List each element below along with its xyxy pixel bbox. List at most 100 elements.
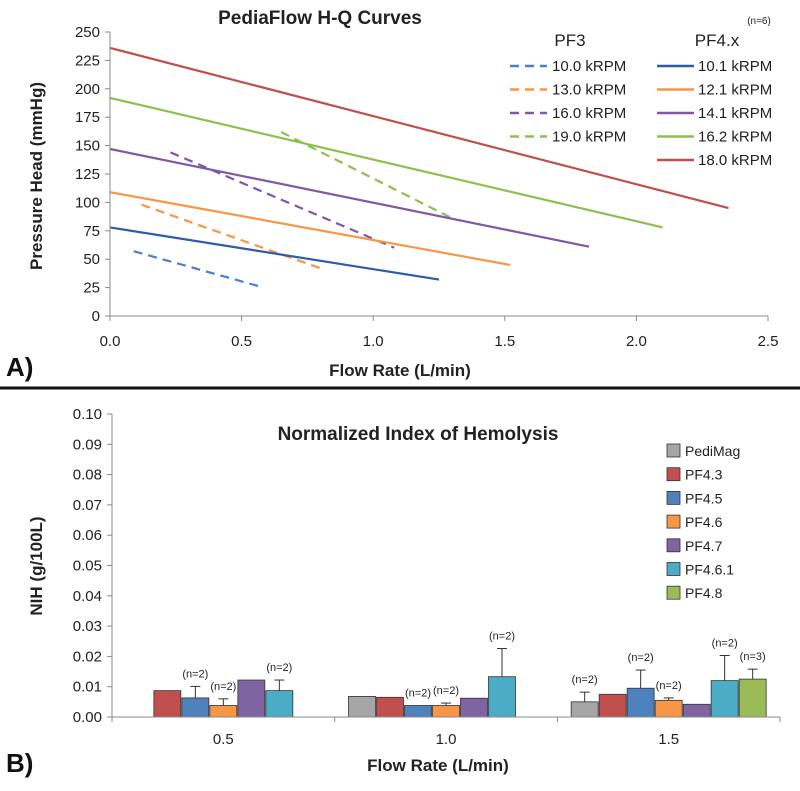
nih-n-label: (n=2) xyxy=(712,637,738,649)
nih-n-label: (n=2) xyxy=(182,668,208,680)
nih-legend-label: PF4.7 xyxy=(685,538,723,554)
nih-bar-pf4-6 xyxy=(432,705,460,718)
nih-bar-pedimag xyxy=(570,701,599,718)
nih-bars: (n=2)(n=2)(n=2)(n=2) (n=2)(n=2)(n=2)(n=2)… xyxy=(153,631,767,718)
nih-legend-label: PF4.6 xyxy=(685,514,723,530)
nih-legend-swatch xyxy=(666,490,681,505)
panel-b-label: B) xyxy=(6,748,33,778)
hq-line-pf3-130 xyxy=(141,203,321,270)
nih-y-axis-label: NIH (g/100L) xyxy=(27,516,46,615)
legend-label-pf4x: 18.0 kRPM xyxy=(698,152,772,169)
hq-legend: PF3 PF4.x (n=6) 10.0 kRPM 13.0 kRPM 16.0 k… xyxy=(510,16,772,169)
hq-line-pf3-100 xyxy=(133,250,261,288)
nih-bar-pf4-5 xyxy=(404,705,432,718)
nih-x-tick-label: 0.5 xyxy=(213,731,234,748)
nih-legend-label: PF4.3 xyxy=(685,467,723,483)
nih-bar-pf4-6 xyxy=(654,699,683,718)
nih-legend-swatch xyxy=(666,443,681,458)
nih-bar-pf4-6-1 xyxy=(265,690,294,718)
nih-legend-label: PF4.5 xyxy=(685,490,723,506)
hq-y-tick-label: 75 xyxy=(83,223,100,240)
hq-y-tick-label: 0 xyxy=(92,308,100,325)
hq-y-tick-label: 225 xyxy=(75,52,100,69)
nih-n-label: (n=2) xyxy=(266,662,292,674)
nih-x-axis-label: Flow Rate (L/min) xyxy=(367,756,509,775)
nih-n-label: (n=2) xyxy=(433,685,459,697)
nih-bar-pf4-3 xyxy=(598,693,627,718)
nih-y-tick-label: 0.04 xyxy=(73,588,102,605)
nih-y-axis-ticks: 0.00 0.01 0.02 0.03 0.04 0.05 0.06 0.07 0.08 0.09… xyxy=(73,406,112,726)
nih-y-tick-label: 0.07 xyxy=(73,497,102,514)
legend-header-sup: (n=6) xyxy=(747,16,771,27)
hq-x-tick-label: 2.0 xyxy=(626,333,647,350)
nih-bar-pf4-8 xyxy=(738,678,767,718)
nih-bar-pf4-7 xyxy=(237,679,266,718)
hq-line-pf4x-180 xyxy=(109,46,729,210)
hq-x-tick-label: 1.0 xyxy=(363,333,384,350)
legend-label-pf3: 13.0 kRPM xyxy=(552,82,626,99)
nih-legend-swatch xyxy=(666,514,681,529)
nih-legend-swatch xyxy=(666,585,681,600)
nih-n-label: (n=2) xyxy=(628,652,654,664)
nih-bar-pedimag xyxy=(348,695,376,718)
nih-y-tick-label: 0.06 xyxy=(73,527,102,544)
nih-bar-pf4-3 xyxy=(376,696,404,718)
hq-y-tick-label: 125 xyxy=(75,166,100,183)
nih-n-label: (n=2) xyxy=(405,687,431,699)
nih-n-label: (n=2) xyxy=(489,631,515,643)
hq-line-pf4x-101 xyxy=(109,226,440,281)
hq-line-pf3-190 xyxy=(280,131,453,220)
hq-line-pf4x-162 xyxy=(109,96,663,229)
hq-x-tick-label: 0.0 xyxy=(100,333,121,350)
nih-y-tick-label: 0.09 xyxy=(73,436,102,453)
legend-label-pf3: 19.0 kRPM xyxy=(552,129,626,146)
nih-legend-swatch xyxy=(666,538,681,553)
hq-curves-panel: PediaFlow H-Q Curves 0 25 50 75 100 125 150 175… xyxy=(6,8,778,382)
nih-legend-label: PediMag xyxy=(685,443,740,459)
legend-label-pf3: 16.0 kRPM xyxy=(552,105,626,122)
nih-bar-pf4-5 xyxy=(626,687,655,718)
hq-y-tick-label: 200 xyxy=(75,81,100,98)
nih-bar-pf4-7 xyxy=(460,697,488,718)
hq-x-axis-ticks: 0.0 0.5 1.0 1.5 2.0 2.5 xyxy=(100,316,779,350)
nih-y-tick-label: 0.00 xyxy=(73,709,102,726)
nih-y-tick-label: 0.02 xyxy=(73,648,102,665)
hq-y-axis-label: Pressure Head (mmHg) xyxy=(27,82,46,270)
legend-label-pf4x: 14.1 kRPM xyxy=(698,105,772,122)
hq-x-tick-label: 2.5 xyxy=(758,333,779,350)
legend-header-pf4x: PF4.x xyxy=(695,31,740,50)
hq-y-tick-label: 175 xyxy=(75,109,100,126)
hq-line-pf3-160 xyxy=(170,151,395,249)
hq-x-axis-label: Flow Rate (L/min) xyxy=(329,361,471,380)
legend-label-pf4x: 10.1 kRPM xyxy=(698,58,772,75)
hq-x-tick-label: 0.5 xyxy=(231,333,252,350)
nih-x-tick-label: 1.5 xyxy=(658,731,679,748)
hq-line-pf4x-141 xyxy=(109,147,590,248)
nih-legend-label: PF4.6.1 xyxy=(685,562,734,578)
nih-n-label: (n=2) xyxy=(656,680,682,692)
hq-y-tick-label: 250 xyxy=(75,24,100,41)
nih-legend-swatch xyxy=(666,562,681,576)
hq-chart-title: PediaFlow H-Q Curves xyxy=(218,8,422,29)
nih-bar-pf4-6 xyxy=(209,705,238,718)
nih-y-tick-label: 0.01 xyxy=(73,679,102,696)
nih-bar-pf4-5 xyxy=(181,697,210,718)
nih-x-axis-ticks: 0.5 1.0 1.5 xyxy=(111,717,781,748)
nih-n-label: (n=2) xyxy=(572,674,598,686)
hq-series-lines xyxy=(109,46,729,288)
hq-line-pf4x-121 xyxy=(109,191,511,266)
hq-y-tick-label: 100 xyxy=(75,194,100,211)
hq-y-tick-label: 150 xyxy=(75,138,100,155)
nih-y-tick-label: 0.10 xyxy=(73,406,102,423)
hq-y-tick-label: 50 xyxy=(83,251,100,268)
nih-y-tick-label: 0.05 xyxy=(73,558,102,575)
hq-x-tick-label: 1.5 xyxy=(494,333,515,350)
nih-legend: PediMag PF4.3 PF4.5 PF4.6 PF4.7 PF4.6.1 PF4.8 xyxy=(666,443,740,601)
nih-chart-title: Normalized Index of Hemolysis xyxy=(278,424,559,445)
nih-bar-pf4-7 xyxy=(682,703,711,718)
legend-header-pf3: PF3 xyxy=(554,31,585,50)
panel-a-label: A) xyxy=(6,352,33,382)
nih-legend-swatch xyxy=(666,467,681,482)
